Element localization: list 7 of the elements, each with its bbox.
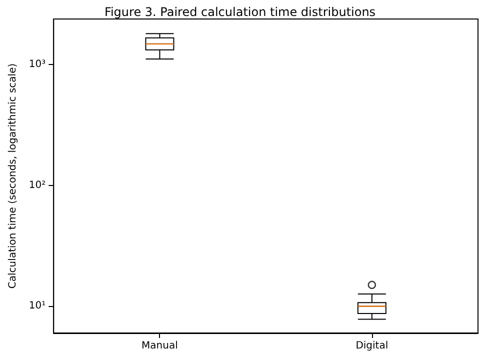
y-tick-label: 10³ — [28, 59, 46, 70]
chart-title: Figure 3. Paired calculation time distributions — [104, 5, 376, 19]
x-tick-label: Manual — [142, 340, 178, 352]
y-axis-title: Calculation time (seconds, logarithmic scale) — [8, 63, 18, 289]
y-tick-label: 10² — [28, 180, 46, 191]
x-tick-label: Digital — [356, 340, 388, 352]
y-tick-label: 10¹ — [28, 300, 46, 312]
